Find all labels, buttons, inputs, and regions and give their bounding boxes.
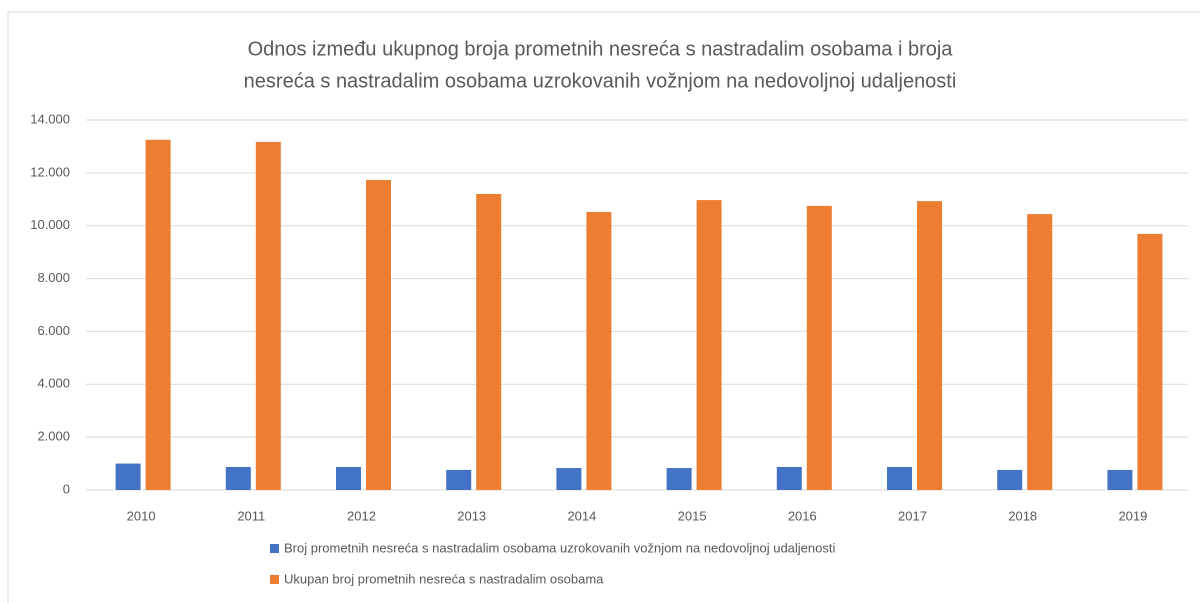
x-tick-label: 2010 — [127, 508, 156, 523]
y-tick-label: 4.000 — [37, 376, 70, 391]
x-tick-label: 2017 — [898, 508, 927, 523]
y-tick-label: 2.000 — [37, 429, 70, 444]
bar — [806, 205, 832, 490]
x-tick-label: 2011 — [237, 508, 265, 523]
bar — [476, 194, 502, 490]
legend-swatch — [270, 544, 279, 553]
x-tick-label: 2015 — [678, 508, 707, 523]
legend-label: Ukupan broj prometnih nesreća s nastrada… — [284, 571, 604, 586]
bar — [145, 139, 171, 491]
y-tick-label: 12.000 — [30, 164, 70, 179]
bar — [225, 467, 251, 490]
bar — [696, 200, 722, 491]
bar — [556, 468, 582, 490]
bar — [255, 141, 281, 490]
x-tick-label: 2014 — [567, 508, 596, 523]
y-tick-label: 14.000 — [30, 111, 70, 126]
bar — [446, 469, 472, 490]
y-tick-label: 10.000 — [30, 217, 70, 232]
legend-swatch — [270, 575, 279, 584]
y-tick-label: 0 — [63, 481, 70, 496]
chart-title: nesreća s nastradalim osobama uzrokovani… — [244, 70, 957, 92]
bar — [997, 469, 1023, 490]
x-tick-label: 2016 — [788, 508, 817, 523]
bar — [776, 467, 802, 490]
y-tick-label: 6.000 — [37, 323, 70, 338]
x-tick-label: 2012 — [347, 508, 376, 523]
bar — [666, 468, 692, 490]
x-tick-label: 2018 — [1008, 508, 1037, 523]
bar — [1137, 233, 1163, 490]
bar — [1027, 214, 1053, 491]
bar — [1107, 469, 1133, 490]
legend-label: Broj prometnih nesreća s nastradalim oso… — [284, 540, 835, 555]
x-tick-label: 2013 — [457, 508, 486, 523]
bar — [586, 211, 612, 490]
bar — [917, 201, 942, 490]
bar — [366, 179, 391, 490]
bar — [887, 467, 912, 490]
chart-title: Odnos između ukupnog broja prometnih nes… — [248, 38, 954, 60]
bar — [115, 463, 141, 490]
x-tick-label: 2019 — [1118, 508, 1147, 523]
y-tick-label: 8.000 — [37, 270, 70, 285]
bar — [336, 467, 361, 490]
